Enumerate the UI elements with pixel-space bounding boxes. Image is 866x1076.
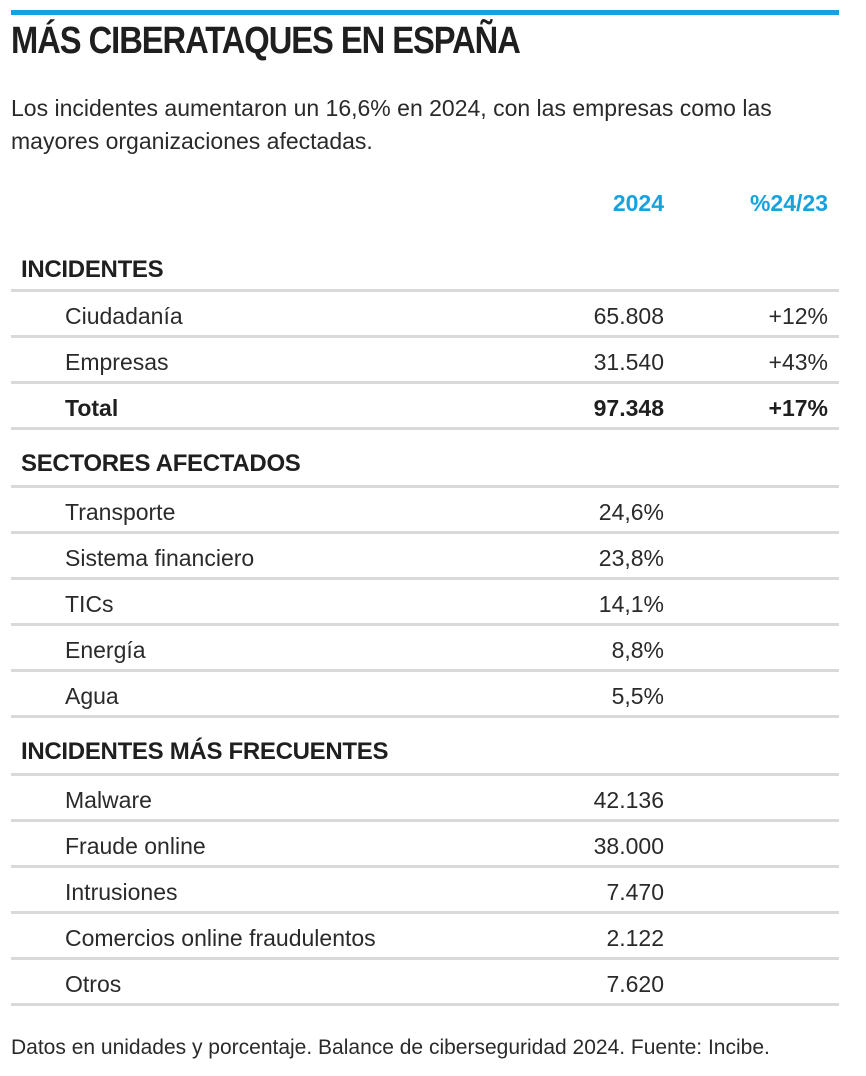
row-value-2024: 42.136: [593, 787, 664, 813]
top-accent-rule: [11, 10, 839, 15]
row-value-2024: 14,1%: [598, 591, 664, 617]
row-value-change: +12%: [768, 303, 828, 329]
table-row: Sistema financiero 23,8%: [11, 534, 839, 580]
section-heading: INCIDENTES MÁS FRECUENTES: [11, 722, 839, 776]
row-value-2024: 38.000: [593, 833, 664, 859]
column-header-change: %24/23: [749, 190, 828, 216]
row-value-2024: 2.122: [606, 925, 664, 951]
table-row: Energía 8,8%: [11, 626, 839, 672]
row-value-2024: 24,6%: [598, 499, 664, 525]
table-row: Malware 42.136: [11, 776, 839, 822]
table-row: TICs 14,1%: [11, 580, 839, 626]
row-label: Ciudadanía: [65, 303, 183, 329]
data-table: INCIDENTES Ciudadanía 65.808 +12% Empresas 31…: [11, 248, 839, 1006]
table-row: Otros 7.620: [11, 960, 839, 1006]
row-value-2024: 7.620: [606, 971, 664, 997]
row-value-2024: 23,8%: [598, 545, 664, 571]
row-label: Comercios online fraudulentos: [65, 925, 376, 951]
source-footnote: Datos en unidades y porcentaje. Balance …: [11, 1036, 770, 1059]
section-heading: SECTORES AFECTADOS: [11, 434, 839, 488]
row-label: Fraude online: [65, 833, 206, 859]
row-label: Empresas: [65, 349, 169, 375]
row-value-2024: 8,8%: [611, 637, 664, 663]
chart-title: MÁS CIBERATAQUES EN ESPAÑA: [11, 20, 521, 62]
table-row: Intrusiones 7.470: [11, 868, 839, 914]
chart-subtitle: Los incidentes aumentaron un 16,6% en 20…: [11, 95, 772, 154]
row-value-2024: 65.808: [593, 303, 664, 329]
section-heading: INCIDENTES: [11, 248, 839, 292]
row-label: Otros: [65, 971, 122, 997]
row-label: Sistema financiero: [65, 545, 255, 571]
table-row: Transporte 24,6%: [11, 488, 839, 534]
row-label: Agua: [65, 683, 119, 709]
row-label: TICs: [65, 591, 114, 617]
row-label: Total: [65, 395, 119, 421]
row-value-2024: 5,5%: [611, 683, 664, 709]
table-row: Fraude online 38.000: [11, 822, 839, 868]
table-row-total: Total 97.348 +17%: [11, 384, 839, 430]
table-row: Comercios online fraudulentos 2.122: [11, 914, 839, 960]
column-header-2024: 2024: [612, 190, 664, 216]
row-value-2024: 7.470: [606, 879, 664, 905]
row-label: Energía: [65, 637, 146, 663]
table-row: Ciudadanía 65.808 +12%: [11, 292, 839, 338]
row-label: Malware: [65, 787, 152, 813]
table-row: Empresas 31.540 +43%: [11, 338, 839, 384]
row-label: Transporte: [65, 499, 176, 525]
row-value-change: +17%: [768, 395, 828, 421]
row-label: Intrusiones: [65, 879, 178, 905]
row-value-change: +43%: [768, 349, 828, 375]
row-value-2024: 97.348: [593, 395, 664, 421]
table-row: Agua 5,5%: [11, 672, 839, 718]
row-value-2024: 31.540: [593, 349, 664, 375]
